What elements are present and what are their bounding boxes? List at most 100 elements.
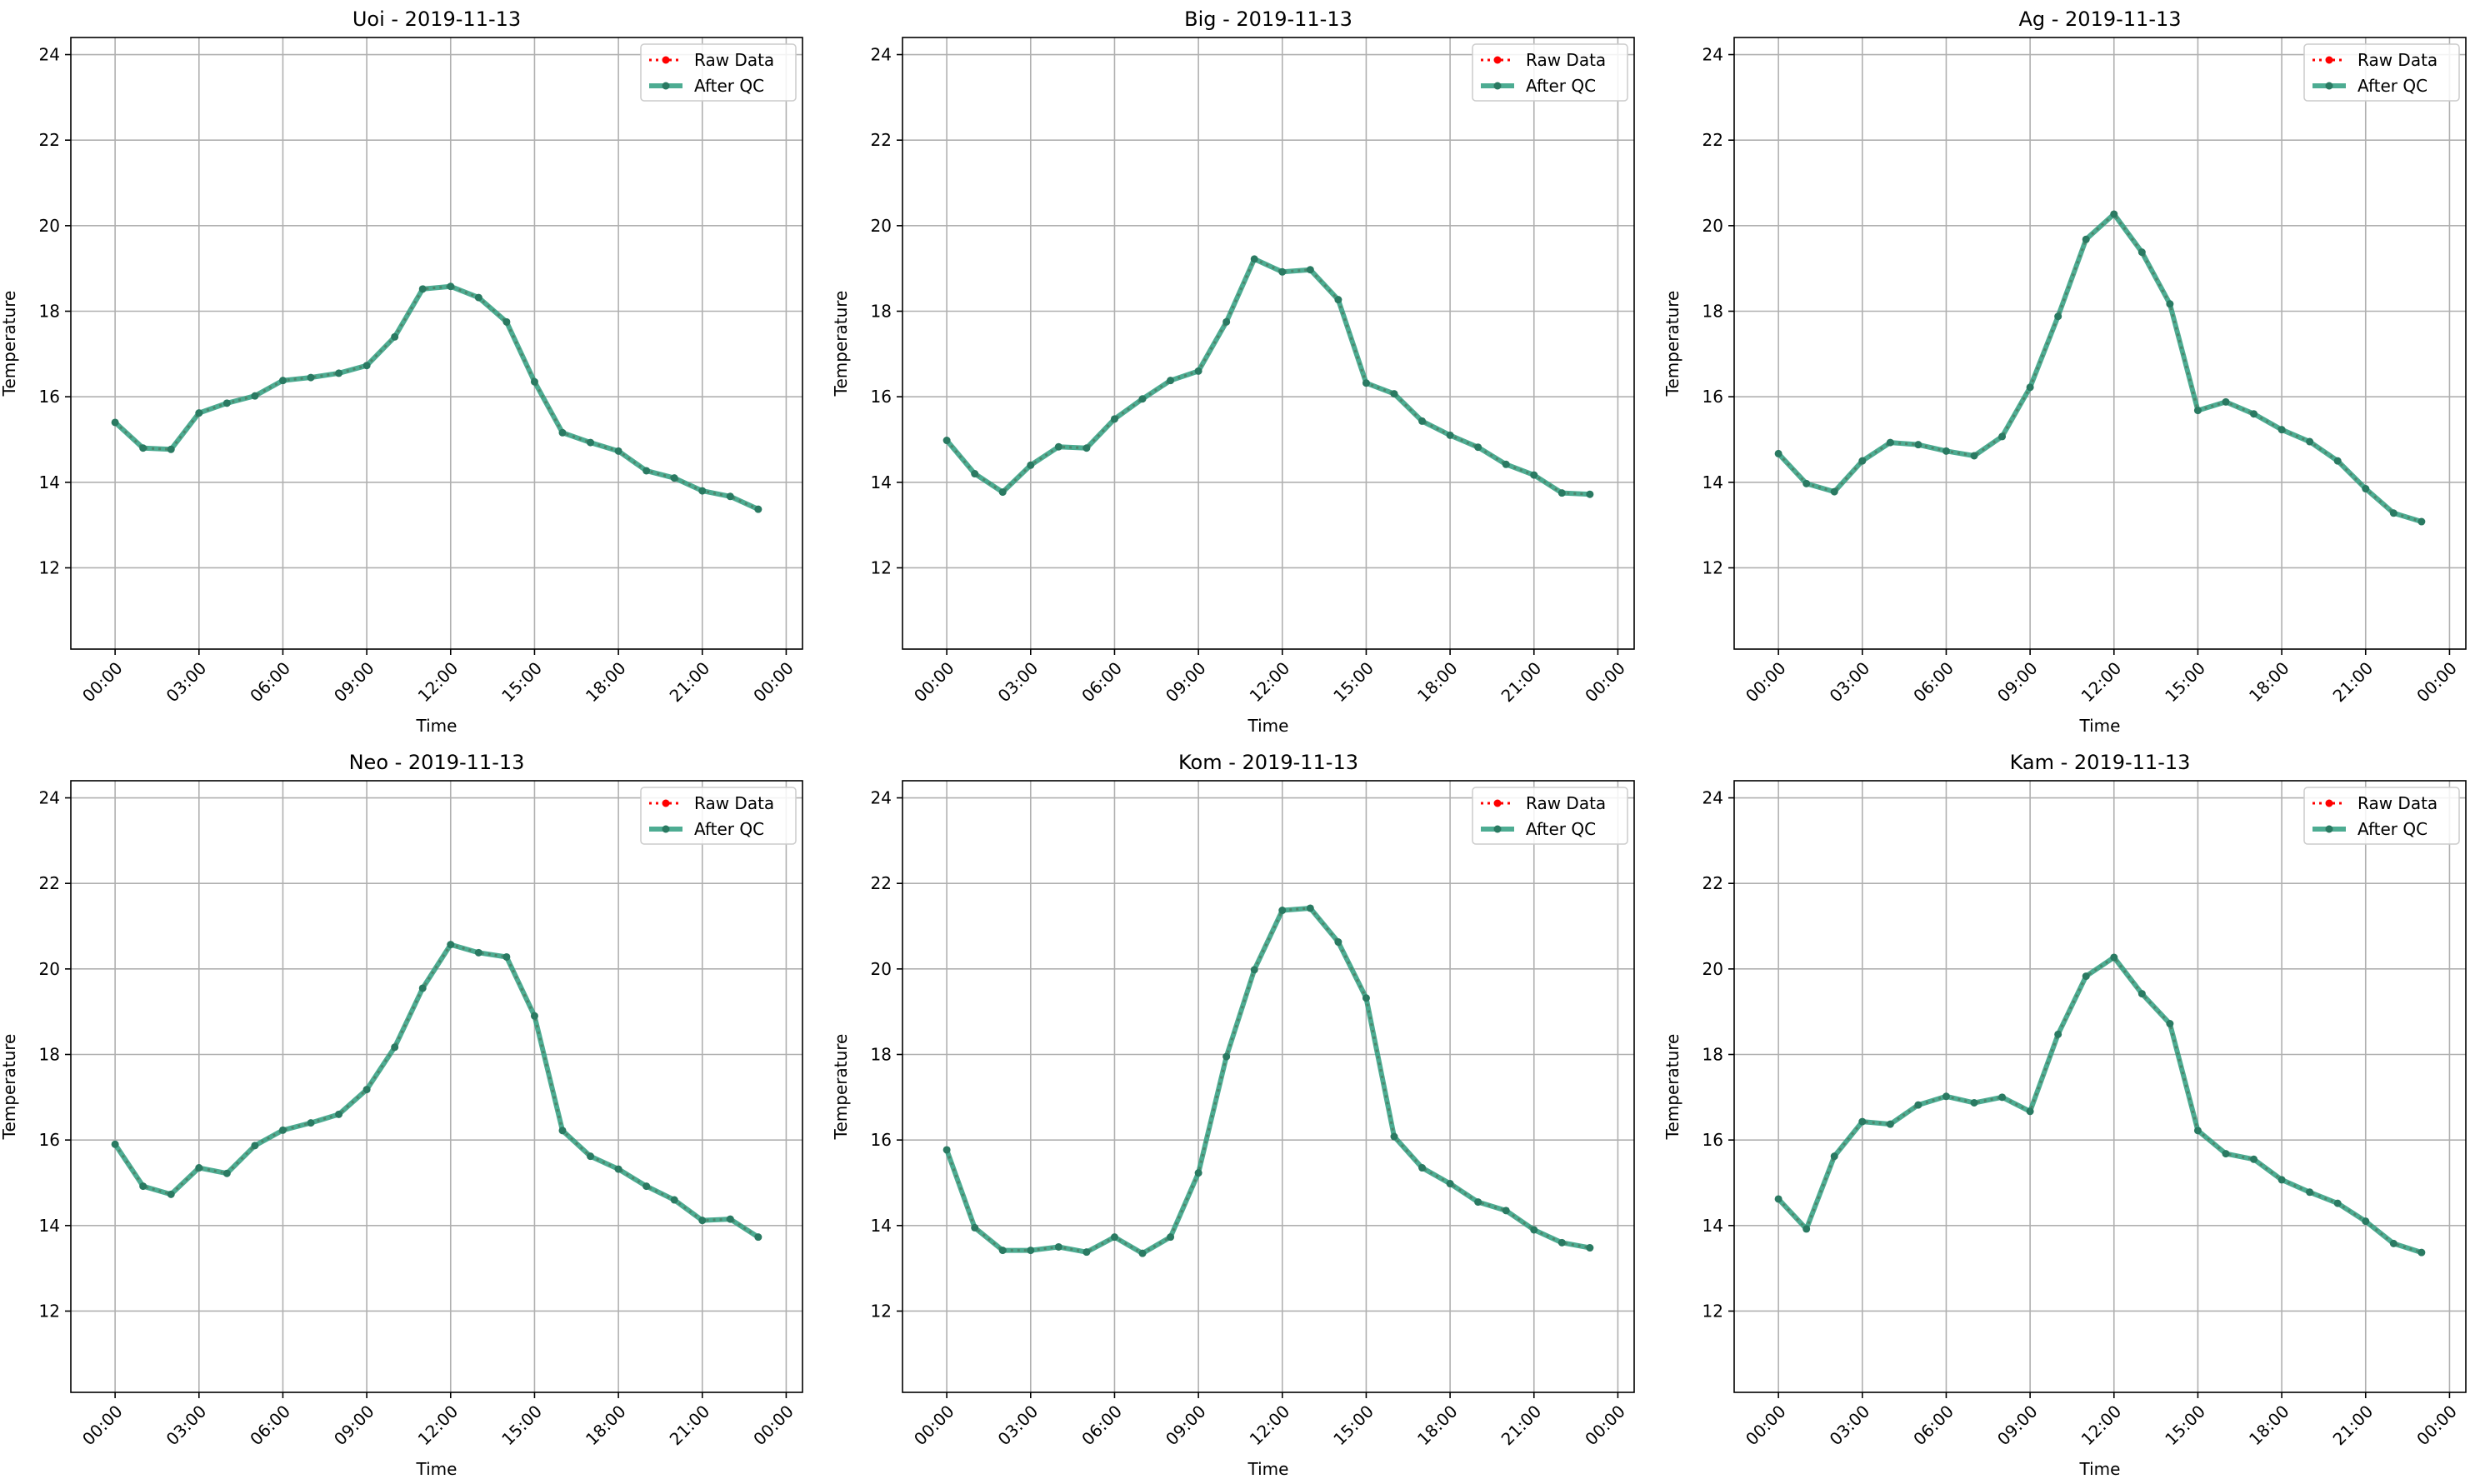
legend-qc-marker (1493, 82, 1502, 90)
raw-data-line (945, 907, 1591, 1255)
after-qc-point (2082, 235, 2090, 243)
x-tick-label: 00:00 (1742, 1402, 1790, 1450)
x-tick-label: 06:00 (246, 1402, 294, 1450)
after-qc-point (1167, 1233, 1175, 1242)
after-qc-point (362, 362, 371, 370)
after-qc-point (1586, 1244, 1594, 1252)
y-tick-label: 12 (871, 557, 892, 577)
x-tick-label: 21:00 (666, 1402, 714, 1450)
after-qc-point (2082, 972, 2090, 981)
after-qc-point (167, 1190, 175, 1198)
after-qc-point (2222, 1150, 2230, 1158)
y-tick-label: 20 (871, 959, 892, 979)
after-qc-point (251, 392, 259, 400)
plot-frame (1733, 37, 2467, 650)
after-qc-point (670, 1196, 678, 1204)
x-axis-label: Time (416, 716, 458, 736)
after-qc-point (1390, 1132, 1398, 1141)
x-tick-label: 12:00 (1246, 658, 1294, 707)
after-qc-point (998, 1247, 1007, 1255)
legend-qc-marker (1493, 825, 1502, 833)
legend-label-raw: Raw Data (694, 793, 774, 813)
after-qc-point (1334, 938, 1342, 947)
x-tick-label: 09:00 (1993, 658, 2042, 707)
after-qc-point (587, 1152, 595, 1161)
after-qc-point (1194, 367, 1202, 375)
y-tick-label: 12 (39, 557, 60, 577)
after-qc-point (942, 1146, 951, 1154)
legend-label-qc: After QC (694, 819, 764, 839)
after-qc-point (1027, 461, 1035, 469)
after-qc-point (391, 332, 399, 341)
after-qc-point (2389, 1239, 2398, 1247)
after-qc-point (1998, 432, 2007, 441)
legend-raw-marker (2325, 799, 2333, 807)
y-tick-label: 22 (39, 130, 60, 150)
y-tick-label: 14 (1702, 1216, 1723, 1236)
y-axis-label: Temperature (1662, 291, 1682, 397)
y-tick-label: 22 (39, 873, 60, 893)
after-qc-point (1334, 296, 1342, 304)
after-qc-point (2193, 407, 2202, 415)
after-qc-point (1942, 1092, 1950, 1101)
after-qc-point (1138, 1249, 1147, 1257)
after-qc-point (2306, 1188, 2314, 1197)
after-qc-point (1278, 267, 1287, 276)
x-tick-label: 06:00 (246, 658, 294, 707)
subplot-4: 12 14 16 18 20 22 24 00:00 03:00 06:00 09:00 12:00 1… (0, 751, 803, 1479)
x-tick-label: 06:00 (1078, 658, 1126, 707)
x-tick-label: 12:00 (1246, 1402, 1294, 1450)
y-tick-label: 22 (1702, 873, 1723, 893)
x-tick-label: 03:00 (994, 658, 1042, 707)
y-tick-label: 22 (871, 873, 892, 893)
after-qc-point (1138, 395, 1147, 403)
y-tick-label: 14 (1702, 472, 1723, 492)
after-qc-point (971, 470, 979, 478)
x-tick-label: 00:00 (910, 658, 958, 707)
x-tick-label: 21:00 (1498, 658, 1546, 707)
subplot-title: Neo - 2019-11-13 (349, 751, 525, 774)
after-qc-point (1250, 966, 1258, 974)
after-qc-point (1306, 904, 1314, 912)
after-qc-point (726, 492, 734, 501)
plot-frame (902, 37, 1635, 650)
after-qc-point (587, 438, 595, 447)
after-qc-point (1998, 1093, 2007, 1102)
x-tick-label: 09:00 (1162, 658, 1210, 707)
after-qc-point (1110, 1233, 1118, 1242)
after-qc-point (1446, 1180, 1454, 1188)
x-tick-label: 21:00 (2329, 658, 2378, 707)
after-qc-point (1278, 907, 1287, 915)
after-qc-point (278, 1126, 287, 1134)
plot-frame (902, 780, 1635, 1393)
after-qc-point (2026, 383, 2034, 392)
after-qc-point (1474, 443, 1482, 452)
x-tick-label: 12:00 (2078, 1402, 2126, 1450)
subplot-title: Big - 2019-11-13 (1184, 7, 1352, 31)
after-qc-point (942, 437, 951, 445)
after-qc-point (998, 488, 1007, 497)
legend: Raw Data After QC (640, 787, 797, 845)
plot-frame (70, 37, 803, 650)
y-tick-label: 24 (871, 788, 892, 808)
x-tick-label: 03:00 (1826, 1402, 1874, 1450)
subplot-2: 12 14 16 18 20 22 24 00:00 03:00 06:00 09:00 12:00 1… (831, 7, 1635, 736)
x-tick-label: 12:00 (2078, 658, 2126, 707)
after-qc-point (1558, 1238, 1566, 1247)
after-qc-point (1830, 1152, 1838, 1161)
after-qc-point (2362, 1217, 2370, 1226)
after-qc-line (1776, 954, 2424, 1256)
y-tick-label: 14 (871, 472, 892, 492)
x-tick-label: 00:00 (910, 1402, 958, 1450)
x-tick-label: 09:00 (1993, 1402, 2042, 1450)
after-qc-line (112, 283, 761, 512)
legend-raw-marker (2325, 56, 2333, 64)
y-tick-label: 24 (871, 45, 892, 65)
y-tick-label: 18 (39, 302, 60, 322)
legend: Raw Data After QC (1472, 787, 1628, 845)
x-tick-label: 18:00 (2245, 1402, 2293, 1450)
y-tick-label: 16 (1702, 387, 1723, 407)
after-qc-point (558, 428, 567, 437)
after-qc-point (1530, 471, 1538, 479)
after-qc-point (754, 505, 762, 513)
